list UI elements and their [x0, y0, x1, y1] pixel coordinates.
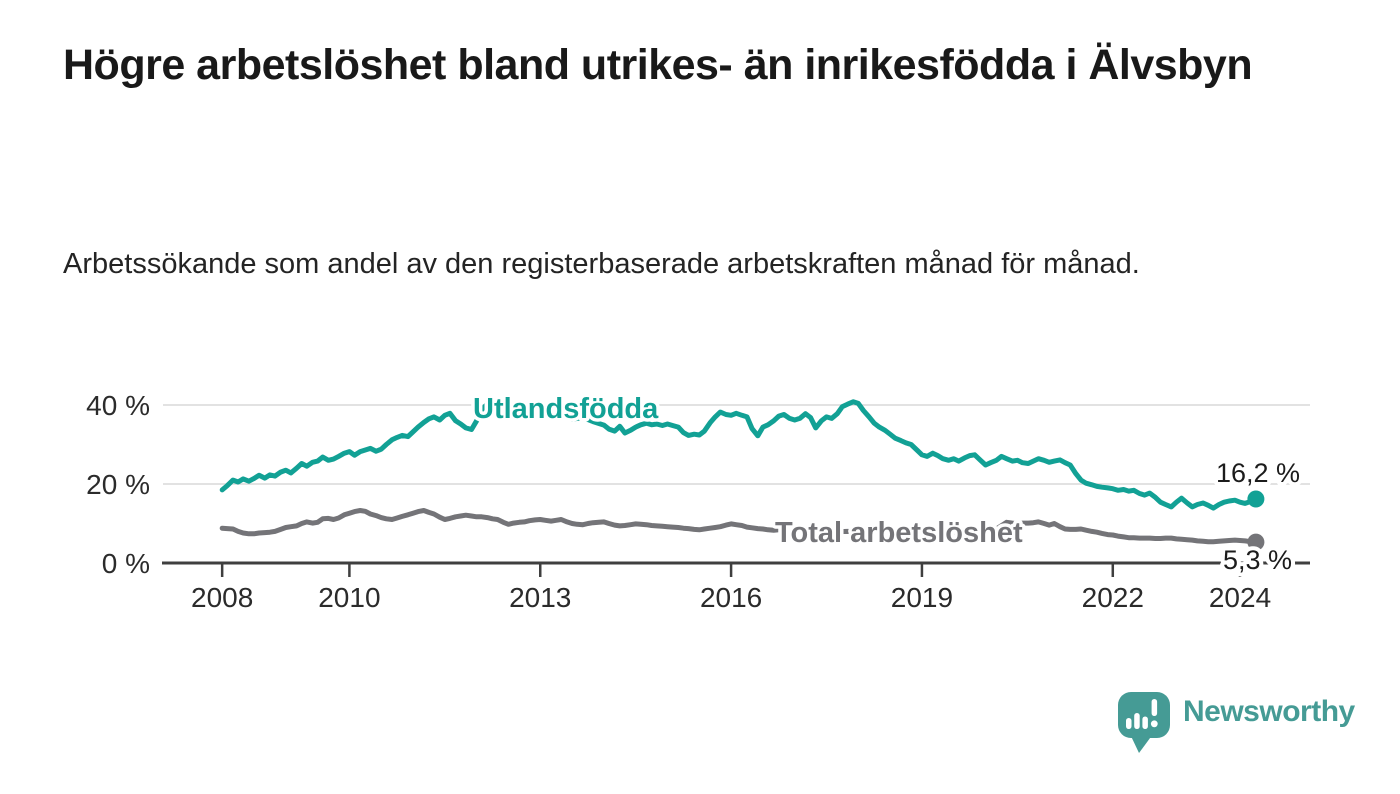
x-tick-label: 2013 — [509, 582, 571, 613]
newsworthy-bubble-icon — [1118, 692, 1170, 753]
value-label-utlandsfodda: 16,2 % — [1216, 458, 1300, 488]
newsworthy-logo: Newsworthy — [1118, 692, 1356, 753]
series-line-total-arbetsloshet — [219, 508, 1259, 545]
series-label-utlandsfodda: Utlandsfödda — [473, 393, 659, 425]
series-line-utlandsfodda — [219, 399, 1259, 511]
y-tick-label: 40 % — [86, 390, 150, 421]
x-tick-label: 2024 — [1209, 582, 1271, 613]
series-endpoint-total-arbetsloshet — [1247, 533, 1265, 551]
y-axis-labels: 0 % 20 % 40 % — [86, 390, 150, 579]
x-tick-label: 2019 — [891, 582, 953, 613]
gridlines — [163, 404, 1310, 485]
series-label-total-arbetsloshet: Total arbetslöshet — [775, 517, 1023, 549]
y-tick-label: 0 % — [102, 548, 150, 579]
series-endpoint-utlandsfodda — [1247, 490, 1265, 508]
y-tick-label: 20 % — [86, 469, 150, 500]
newsworthy-wordmark: Newsworthy — [1183, 695, 1356, 728]
page-title: Högre arbetslöshet bland utrikes- än inr… — [63, 41, 1253, 89]
value-label-total-arbetsloshet: 5,3 % — [1223, 545, 1292, 575]
x-tick-label: 2016 — [700, 582, 762, 613]
x-tick-label: 2022 — [1082, 582, 1144, 613]
page-subtitle: Arbetssökande som andel av den registerb… — [63, 248, 1140, 280]
x-tick-label: 2008 — [191, 582, 253, 613]
x-tick-label: 2010 — [318, 582, 380, 613]
x-axis: 2008 2010 2013 2016 2019 2022 2024 — [162, 561, 1310, 613]
